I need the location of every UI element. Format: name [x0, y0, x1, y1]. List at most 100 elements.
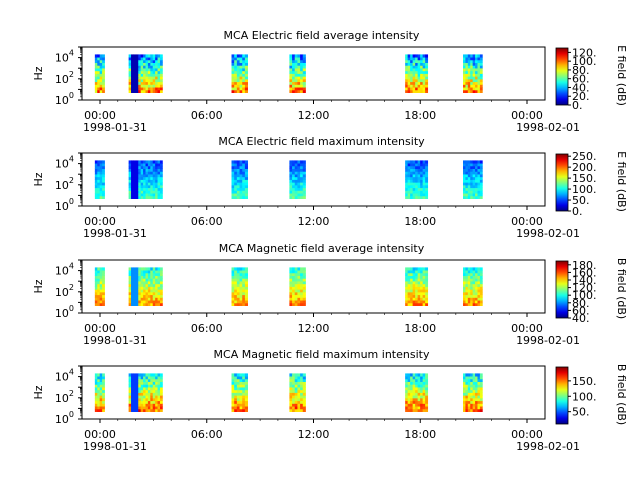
y-tick-label: 100 [55, 197, 74, 213]
heatmap-cell [420, 389, 424, 393]
heatmap-cell [467, 62, 471, 66]
heatmap-cell [472, 294, 476, 298]
heatmap-cell [155, 297, 158, 301]
heatmap-cell [143, 294, 146, 298]
heatmap-cell [97, 275, 101, 279]
heatmap-cell [143, 297, 146, 301]
heatmap-cell [300, 302, 304, 306]
heatmap-cell [239, 62, 243, 66]
heatmap-cell [467, 406, 471, 410]
heatmap-cell [147, 384, 151, 388]
heatmap-cell [135, 168, 139, 172]
heatmap-cell [135, 267, 139, 271]
heatmap-cell [135, 403, 139, 407]
heatmap-cell [99, 389, 103, 393]
heatmap-cell [150, 270, 154, 274]
heatmap-cell [407, 272, 411, 276]
heatmap-cell [242, 397, 246, 402]
heatmap-cell [467, 294, 471, 298]
heatmap-cell [147, 275, 151, 279]
heatmap-cell [102, 389, 105, 393]
heatmap-cell [407, 73, 411, 77]
heatmap-cell [234, 163, 238, 167]
heatmap-cell [415, 281, 419, 285]
x-start-date: 1998-01-31 [83, 334, 147, 347]
heatmap-cell [242, 62, 246, 66]
heatmap-cell [133, 283, 137, 287]
heatmap-cell [463, 294, 466, 298]
heatmap-cell [407, 389, 411, 393]
heatmap-cell [159, 54, 163, 58]
heatmap-cell [415, 59, 419, 63]
heatmap-cell [138, 174, 142, 178]
heatmap-cell [422, 171, 426, 175]
heatmap-cell [239, 381, 243, 385]
heatmap-cell [231, 297, 235, 301]
heatmap-cell [242, 168, 246, 172]
heatmap-cell [410, 54, 414, 58]
heatmap-cell [472, 174, 476, 178]
heatmap-cell [94, 397, 98, 402]
heatmap-cell [128, 160, 132, 164]
heatmap-cell [410, 378, 414, 382]
heatmap-cell [289, 278, 293, 282]
heatmap-cell [415, 171, 419, 175]
heatmap-cell [477, 381, 481, 385]
heatmap-cell [94, 73, 98, 77]
heatmap-cell [99, 267, 103, 271]
heatmap-cell [157, 395, 161, 399]
heatmap-cell [138, 408, 142, 412]
heatmap-cell [150, 289, 154, 293]
heatmap-cell [239, 267, 243, 271]
heatmap-cell [412, 89, 416, 93]
heatmap-cell [242, 59, 246, 63]
colorbar-label: E field (dB) [615, 151, 628, 212]
heatmap-cell [155, 403, 158, 407]
heatmap-cell [465, 387, 469, 391]
heatmap-cell [242, 381, 246, 385]
heatmap-cell [415, 54, 419, 58]
heatmap-cell [155, 160, 158, 164]
heatmap-cell [234, 278, 238, 282]
heatmap-cell [292, 378, 296, 382]
heatmap-cell [131, 165, 134, 169]
heatmap-cell [133, 160, 137, 164]
heatmap-cell [472, 54, 476, 58]
x-tick-label: 00:00 [511, 109, 543, 122]
heatmap-cell [147, 291, 151, 296]
heatmap-cell [477, 193, 481, 197]
heatmap-cell [410, 195, 414, 199]
heatmap-cell [465, 376, 469, 380]
heatmap-cell [294, 179, 298, 183]
heatmap-cell [412, 281, 416, 285]
heatmap-cell [97, 190, 101, 194]
heatmap-cell [94, 195, 98, 199]
heatmap-cell [133, 190, 137, 194]
heatmap-cell [159, 289, 163, 293]
heatmap-cell [94, 176, 98, 180]
heatmap-cell [147, 403, 151, 407]
heatmap-cell [231, 281, 235, 285]
heatmap-cell [135, 389, 139, 393]
heatmap-cell [236, 275, 240, 279]
heatmap-cell [465, 406, 469, 410]
heatmap-cell [477, 168, 481, 172]
heatmap-cell [152, 400, 156, 404]
heatmap-cell [407, 392, 411, 396]
heatmap-cell [150, 297, 154, 301]
heatmap-cell [234, 378, 238, 382]
heatmap-cell [143, 165, 146, 169]
heatmap-cell [236, 76, 240, 80]
heatmap-cell [472, 272, 476, 276]
heatmap-cell [465, 286, 469, 290]
heatmap-cell [294, 65, 298, 69]
heatmap-cell [300, 70, 304, 74]
heatmap-cell [477, 281, 481, 285]
heatmap-cell [289, 408, 293, 412]
heatmap-cell [133, 78, 137, 83]
heatmap-cell [292, 397, 296, 402]
heatmap-cell [300, 174, 304, 178]
panel-2: MCA Electric field maximum intensityHz10… [32, 135, 628, 240]
heatmap-cell [477, 73, 481, 77]
heatmap-cell [475, 408, 478, 412]
